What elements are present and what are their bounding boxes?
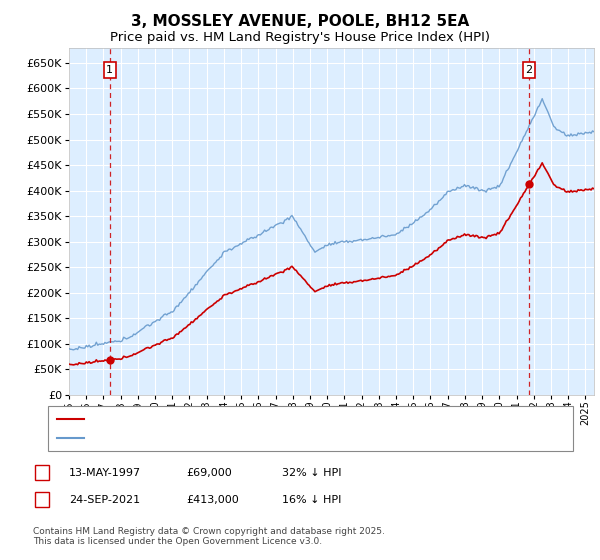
Text: 3, MOSSLEY AVENUE, POOLE, BH12 5EA (detached house): 3, MOSSLEY AVENUE, POOLE, BH12 5EA (deta… bbox=[89, 414, 413, 424]
Text: 2: 2 bbox=[526, 65, 533, 75]
Text: 3, MOSSLEY AVENUE, POOLE, BH12 5EA: 3, MOSSLEY AVENUE, POOLE, BH12 5EA bbox=[131, 14, 469, 29]
Text: 16% ↓ HPI: 16% ↓ HPI bbox=[282, 494, 341, 505]
Text: 2: 2 bbox=[38, 494, 46, 505]
Text: £413,000: £413,000 bbox=[186, 494, 239, 505]
Text: 1: 1 bbox=[106, 65, 113, 75]
Text: 13-MAY-1997: 13-MAY-1997 bbox=[69, 468, 141, 478]
Text: 24-SEP-2021: 24-SEP-2021 bbox=[69, 494, 140, 505]
Text: 32% ↓ HPI: 32% ↓ HPI bbox=[282, 468, 341, 478]
Text: HPI: Average price, detached house, Bournemouth Christchurch and Poole: HPI: Average price, detached house, Bour… bbox=[89, 433, 503, 444]
Text: £69,000: £69,000 bbox=[186, 468, 232, 478]
Text: Contains HM Land Registry data © Crown copyright and database right 2025.
This d: Contains HM Land Registry data © Crown c… bbox=[33, 526, 385, 546]
Text: 1: 1 bbox=[38, 468, 46, 478]
Text: Price paid vs. HM Land Registry's House Price Index (HPI): Price paid vs. HM Land Registry's House … bbox=[110, 31, 490, 44]
